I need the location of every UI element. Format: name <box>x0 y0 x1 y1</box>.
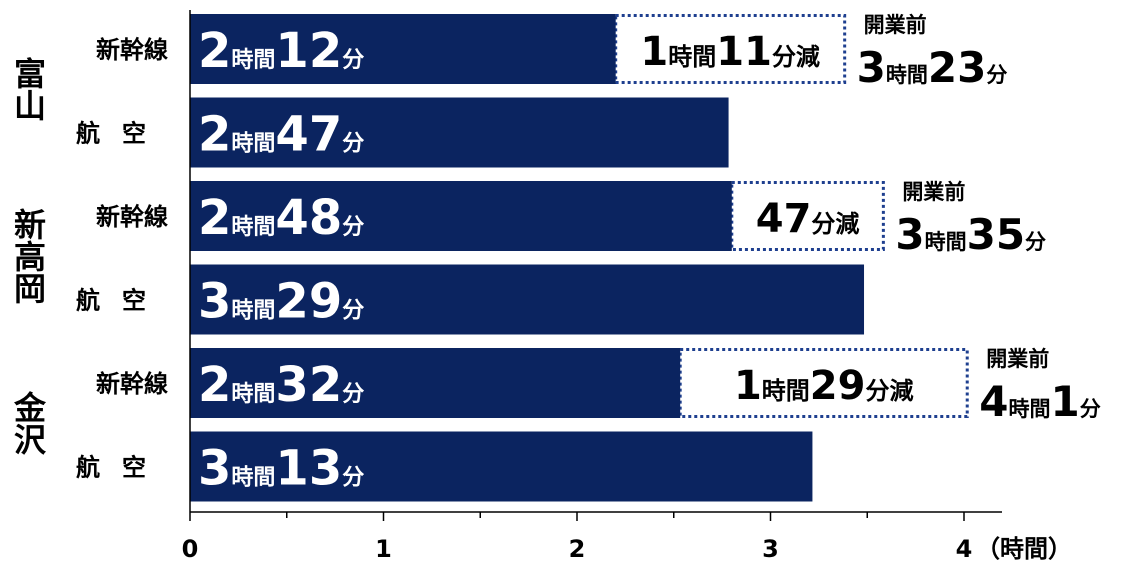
x-tick-label: 0 <box>182 535 199 563</box>
mode-label: 新幹線 <box>96 203 168 231</box>
x-tick-label: 3 <box>762 535 779 563</box>
mode-label: 航空 <box>76 454 168 482</box>
bar <box>190 431 813 502</box>
mode-label: 航空 <box>76 287 168 315</box>
before-label: 開業前 <box>864 13 927 37</box>
group-label-2: 金沢 <box>13 389 47 459</box>
bar-value-label: 2時間47分 <box>198 107 364 163</box>
bar <box>190 14 616 84</box>
x-tick-label: 2 <box>569 535 586 563</box>
bar-value-label: 2時間48分 <box>198 190 364 246</box>
reduction-label: 47分減 <box>756 196 860 242</box>
before-value: 3時間23分 <box>857 43 1008 92</box>
before-value: 3時間35分 <box>895 210 1046 259</box>
mode-label: 航空 <box>76 120 168 148</box>
bar <box>190 97 729 168</box>
bar-value-label: 2時間12分 <box>198 23 364 79</box>
x-axis-unit-label: （時間） <box>976 535 1072 563</box>
bar-value-label: 2時間32分 <box>198 357 364 413</box>
mode-label: 新幹線 <box>96 36 168 64</box>
bar <box>190 181 732 251</box>
before-label: 開業前 <box>902 180 965 204</box>
x-tick-label: 4 <box>956 535 973 563</box>
mode-label: 新幹線 <box>96 370 168 398</box>
group-label-1: 新高岡 <box>14 206 46 308</box>
x-tick-label: 1 <box>375 535 392 563</box>
bar-value-label: 3時間29分 <box>198 274 364 330</box>
group-label-0: 富山 <box>14 55 46 125</box>
bar <box>190 348 681 418</box>
reduction-label: 1時間11分減 <box>640 29 820 75</box>
reduction-label: 1時間29分減 <box>734 363 914 409</box>
bar <box>190 264 865 335</box>
before-value: 4時間1分 <box>979 377 1100 426</box>
bar-value-label: 3時間13分 <box>198 441 364 497</box>
before-label: 開業前 <box>986 347 1049 371</box>
